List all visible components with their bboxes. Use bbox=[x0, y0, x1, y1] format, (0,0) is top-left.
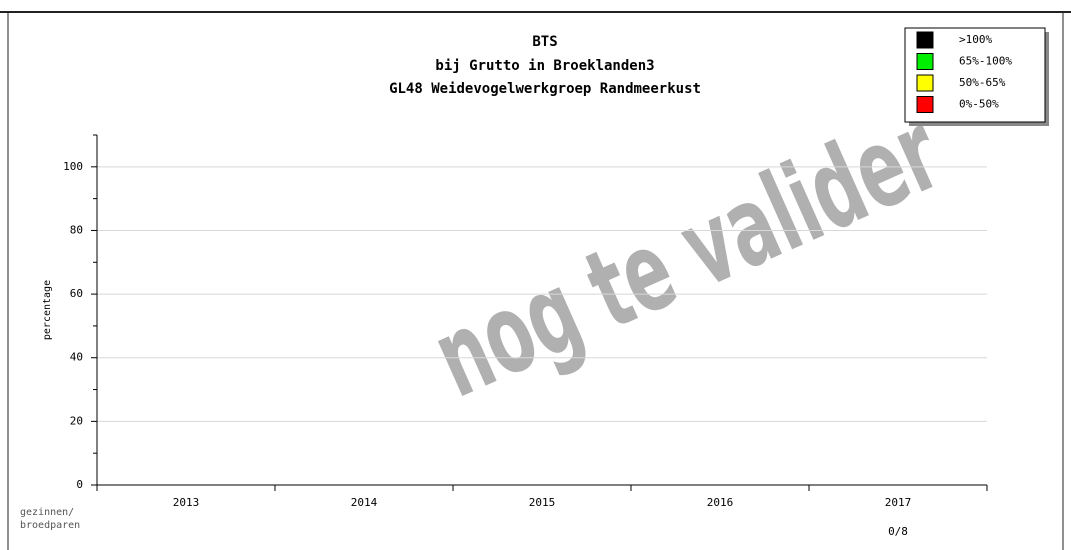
x-axis-label: broedparen bbox=[20, 520, 80, 531]
y-tick-label: 40 bbox=[70, 351, 83, 364]
y-tick-label: 80 bbox=[70, 223, 83, 236]
x-tick-label: 2016 bbox=[707, 496, 734, 509]
y-tick-label: 60 bbox=[70, 287, 83, 300]
y-tick-label: 0 bbox=[76, 478, 83, 491]
chart-subtitle: GL48 Weidevogelwerkgroep Randmeerkust bbox=[389, 81, 701, 97]
chart-subtitle: bij Grutto in Broeklanden3 bbox=[435, 58, 654, 74]
legend-label: >100% bbox=[959, 33, 992, 46]
legend-swatch bbox=[916, 96, 934, 113]
x-tick-label: 2015 bbox=[529, 496, 556, 509]
chart-title: BTS bbox=[532, 34, 557, 50]
legend-label: 0%-50% bbox=[959, 98, 999, 111]
legend-swatch bbox=[916, 53, 934, 70]
legend-swatch bbox=[916, 74, 934, 92]
y-tick-label: 100 bbox=[63, 160, 83, 173]
x-tick-label: 2013 bbox=[173, 496, 200, 509]
y-tick-label: 20 bbox=[70, 414, 83, 427]
legend-label: 50%-65% bbox=[959, 76, 1006, 89]
y-axis-label: percentage bbox=[42, 280, 53, 340]
x-tick-label: 2017 bbox=[885, 496, 912, 509]
x-axis-label: gezinnen/ bbox=[20, 507, 74, 518]
x-tick-label: 2014 bbox=[351, 496, 378, 509]
count-label: 0/8 bbox=[888, 525, 908, 538]
legend-label: 65%-100% bbox=[959, 55, 1012, 68]
legend-swatch bbox=[916, 31, 934, 49]
